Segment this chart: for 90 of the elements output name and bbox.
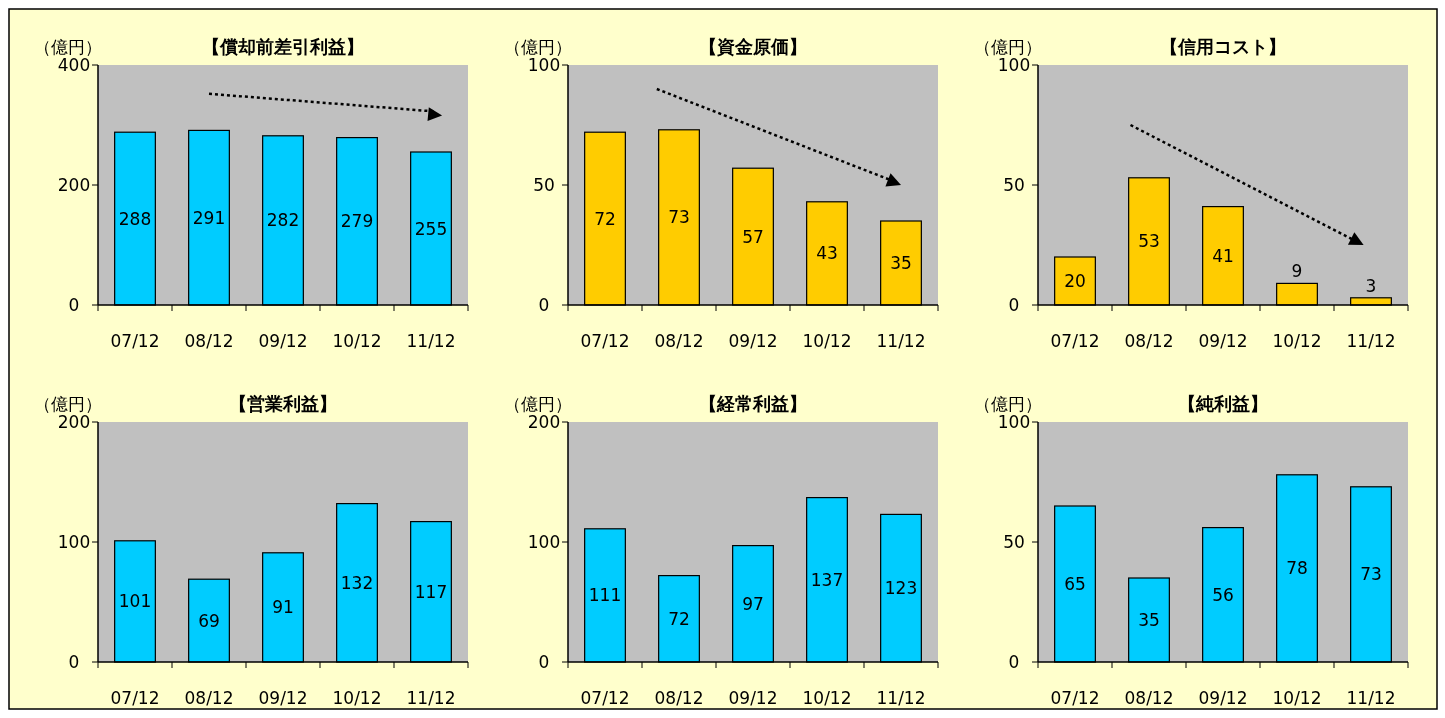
x-tick-label: 08/12 [184, 688, 234, 708]
y-tick-label: 0 [538, 295, 550, 315]
x-tick-label: 10/12 [332, 331, 382, 351]
data-label: 72 [668, 608, 690, 629]
x-tick-label: 10/12 [332, 688, 382, 708]
x-tick-label: 08/12 [1124, 688, 1174, 708]
y-tick-label: 200 [57, 175, 91, 195]
data-label: 56 [1212, 584, 1234, 605]
data-label: 73 [1360, 564, 1382, 585]
data-label: 41 [1212, 245, 1234, 266]
y-tick-label: 100 [57, 532, 91, 552]
x-tick-label: 09/12 [258, 331, 308, 351]
data-label: 291 [192, 207, 226, 228]
data-label: 35 [1138, 610, 1160, 630]
x-tick-label: 11/12 [876, 688, 926, 708]
x-tick-label: 09/12 [1198, 688, 1248, 708]
x-tick-label: 08/12 [1124, 331, 1174, 351]
y-tick-label: 50 [1003, 532, 1025, 552]
data-label: 137 [810, 569, 844, 590]
x-tick-label: 07/12 [110, 688, 160, 708]
data-label: 72 [594, 208, 616, 229]
data-label: 101 [118, 591, 152, 612]
x-tick-label: 07/12 [1050, 331, 1100, 351]
x-tick-label: 11/12 [406, 331, 456, 351]
data-label: 97 [742, 593, 764, 614]
x-tick-label: 10/12 [1272, 688, 1322, 708]
data-label: 57 [742, 226, 764, 247]
x-tick-label: 10/12 [802, 688, 852, 708]
x-tick-label: 09/12 [258, 688, 308, 708]
x-tick-label: 07/12 [1050, 688, 1100, 708]
data-label: 111 [588, 585, 622, 606]
y-tick-label: 0 [68, 652, 80, 672]
x-tick-label: 11/12 [1346, 331, 1396, 351]
y-tick-label: 0 [1008, 652, 1020, 672]
chart-title: 【償却前差引利益】 [202, 36, 364, 57]
data-label: 123 [884, 578, 918, 599]
data-label: 288 [118, 208, 152, 229]
x-tick-label: 07/12 [580, 688, 630, 708]
y-tick-label: 50 [533, 175, 555, 195]
x-tick-label: 09/12 [728, 688, 778, 708]
x-tick-label: 10/12 [1272, 331, 1322, 351]
y-tick-label: 0 [68, 295, 80, 315]
y-tick-label: 50 [1003, 175, 1025, 195]
data-label: 117 [414, 581, 448, 602]
data-label: 282 [266, 210, 300, 231]
chart-title: 【信用コスト】 [1160, 36, 1286, 57]
x-tick-label: 11/12 [876, 331, 926, 351]
x-tick-label: 11/12 [406, 688, 456, 708]
data-label: 69 [198, 610, 220, 631]
chart-title: 【純利益】 [1178, 393, 1268, 414]
y-axis-title: （億円） [34, 394, 102, 414]
data-label: 132 [340, 572, 374, 593]
data-label: 9 [1291, 261, 1303, 282]
y-axis-title: （億円） [504, 37, 572, 57]
y-tick-label: 400 [57, 55, 91, 75]
data-label: 255 [414, 218, 448, 239]
y-tick-label: 200 [57, 412, 91, 432]
data-label: 53 [1138, 231, 1160, 252]
y-tick-label: 100 [527, 532, 561, 552]
data-label: 91 [272, 597, 294, 618]
x-tick-label: 09/12 [728, 331, 778, 351]
data-label: 279 [340, 211, 374, 232]
y-tick-label: 0 [538, 652, 550, 672]
data-label: 73 [668, 207, 690, 228]
y-axis-title: （億円） [504, 394, 572, 414]
data-label: 65 [1064, 574, 1086, 594]
data-label: 78 [1286, 558, 1308, 579]
x-tick-label: 08/12 [654, 331, 704, 351]
data-label: 35 [890, 253, 912, 273]
y-tick-label: 100 [527, 55, 561, 75]
x-tick-label: 10/12 [802, 331, 852, 351]
x-tick-label: 07/12 [110, 331, 160, 351]
y-axis-title: （億円） [34, 37, 102, 57]
y-tick-label: 100 [997, 55, 1031, 75]
chart-title: 【営業利益】 [229, 393, 337, 414]
y-tick-label: 100 [997, 412, 1031, 432]
y-tick-label: 200 [527, 412, 561, 432]
x-tick-label: 09/12 [1198, 331, 1248, 351]
data-label: 20 [1064, 271, 1086, 291]
chart-title: 【経常利益】 [699, 393, 807, 414]
y-axis-title: （億円） [974, 394, 1042, 414]
x-tick-label: 08/12 [654, 688, 704, 708]
data-label: 3 [1365, 275, 1377, 296]
x-tick-label: 08/12 [184, 331, 234, 351]
y-axis-title: （億円） [974, 37, 1042, 57]
chart-title: 【資金原価】 [699, 36, 807, 57]
y-tick-label: 0 [1008, 295, 1020, 315]
x-tick-label: 11/12 [1346, 688, 1396, 708]
x-tick-label: 07/12 [580, 331, 630, 351]
data-label: 43 [816, 243, 838, 264]
